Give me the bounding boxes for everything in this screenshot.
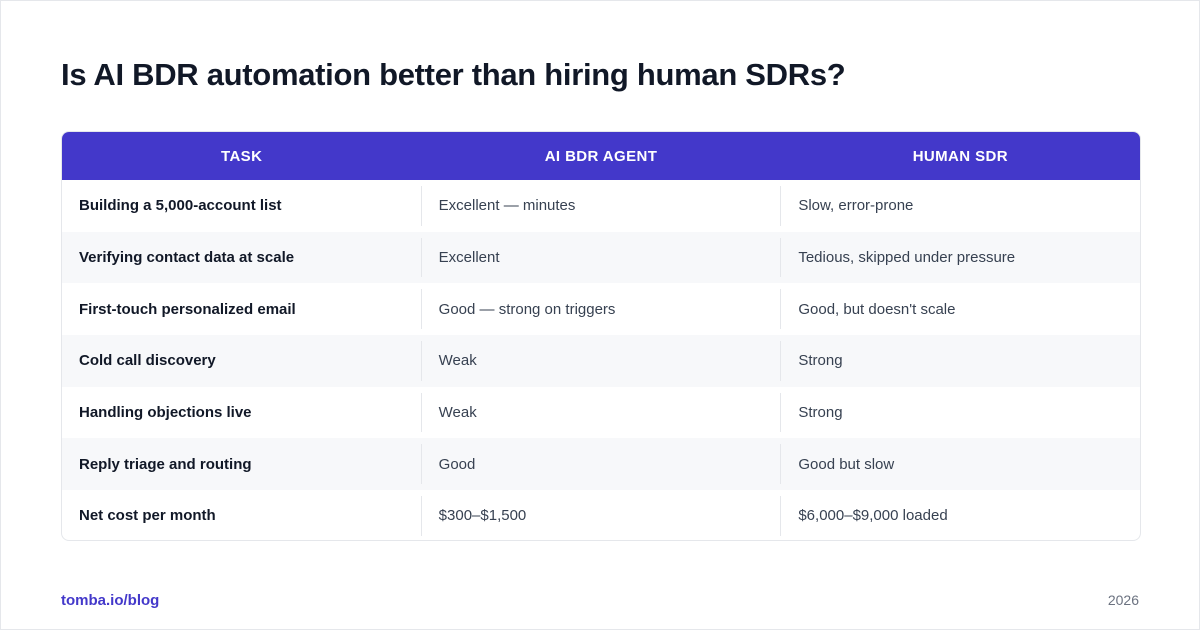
task-cell: Net cost per month — [79, 507, 216, 525]
task-cell: Building a 5,000-account list — [79, 197, 282, 215]
header-human-sdr: HUMAN SDR — [912, 147, 1008, 165]
ai-cell: $300–$1,500 — [420, 490, 781, 540]
human-cell: Strong — [780, 387, 1140, 439]
table-row: Net cost per month $300–$1,500 $6,000–$9… — [62, 490, 1140, 540]
source-link[interactable]: tomba.io/blog — [61, 592, 160, 609]
task-cell: Verifying contact data at scale — [79, 249, 295, 267]
table-row: First-touch personalized email Good — st… — [62, 283, 1140, 335]
page-title: Is AI BDR automation better than hiring … — [61, 57, 846, 92]
task-cell: Reply triage and routing — [79, 455, 252, 473]
table-row: Building a 5,000-account list Excellent … — [62, 180, 1140, 232]
human-cell: Good but slow — [780, 438, 1140, 490]
table-row: Cold call discovery Weak Strong — [62, 335, 1140, 387]
task-cell: Cold call discovery — [79, 352, 216, 370]
task-cell: Handling objections live — [79, 404, 252, 422]
header-ai-bdr-agent: AI BDR AGENT — [544, 147, 658, 165]
ai-cell: Weak — [420, 335, 781, 387]
ai-cell: Weak — [420, 387, 781, 439]
table-row: Verifying contact data at scale Excellen… — [62, 231, 1140, 284]
table-row: Handling objections live Weak Strong — [62, 387, 1140, 439]
ai-cell: Good — strong on triggers — [420, 283, 781, 335]
ai-cell: Good — [420, 438, 781, 490]
human-cell: $6,000–$9,000 loaded — [780, 490, 1140, 540]
task-cell: First-touch personalized email — [79, 300, 296, 318]
human-cell: Strong — [780, 335, 1140, 387]
human-cell: Good, but doesn't scale — [780, 283, 1140, 335]
table-header: TASK AI BDR AGENT HUMAN SDR — [62, 132, 1140, 180]
human-cell: Tedious, skipped under pressure — [780, 232, 1140, 284]
table-row: Reply triage and routing Good Good but s… — [62, 438, 1140, 491]
header-task: TASK — [221, 147, 263, 165]
ai-cell: Excellent — [420, 232, 781, 284]
ai-cell: Excellent — minutes — [420, 180, 781, 232]
comparison-table: TASK AI BDR AGENT HUMAN SDR Building a 5… — [61, 131, 1141, 541]
year-label: 2026 — [1107, 592, 1139, 608]
human-cell: Slow, error-prone — [780, 180, 1140, 232]
